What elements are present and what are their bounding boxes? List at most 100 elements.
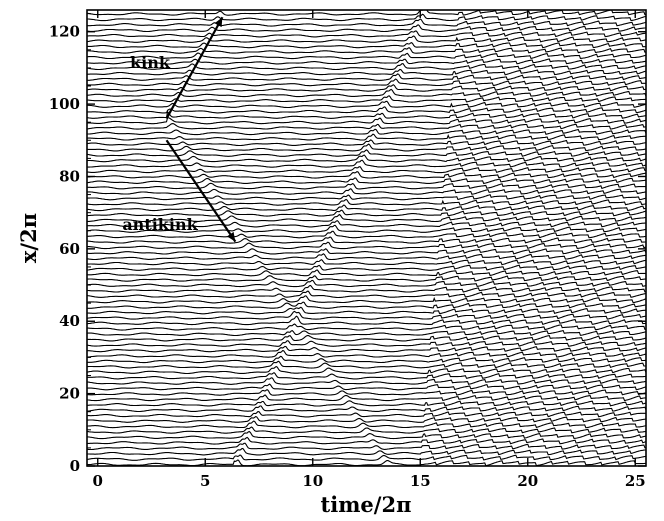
y-tick-label: 100 [49,95,80,113]
antikink-arrow [165,139,237,243]
trace-line [87,41,646,49]
trace-line [87,275,646,282]
trace-line [87,350,646,358]
trace-line [87,301,646,309]
trace-line [87,139,646,147]
y-tick-label: 80 [59,167,80,185]
trace-line [87,224,646,233]
trace-line [87,123,646,130]
trace-line [87,182,646,190]
trace-line [87,329,646,337]
trace-line [87,18,646,27]
trace-line [87,110,646,119]
trace-line [87,394,646,402]
trace-line [87,430,646,440]
trace-line [87,383,646,391]
trace-line [87,209,646,217]
trace-line [87,360,646,369]
antikink-arrow-head [227,231,236,242]
trace-line [87,279,646,288]
trace-line [87,264,646,271]
trace-line [87,35,646,43]
trace-line [87,310,646,320]
kink-arrow-head [214,17,223,28]
trace-line [87,213,646,223]
trace-line [87,259,646,266]
trace-line [87,143,646,152]
trace-line [87,236,646,244]
trace-line [87,204,646,212]
trace-line [87,340,646,347]
y-tick-label: 0 [70,457,80,475]
trace-line [87,426,646,434]
trace-line [87,400,646,407]
x-tick-label: 0 [93,472,103,490]
trace-line [87,159,646,168]
trace-line [87,220,646,228]
y-tick-label: 40 [59,312,80,330]
y-tick-label: 60 [59,240,80,258]
trace-line [87,95,646,103]
x-tick-label: 10 [302,472,323,490]
trace-line [87,315,646,326]
trace-line [87,78,646,87]
trace-line [87,323,646,331]
trace-line [87,194,646,201]
trace-line [87,13,646,22]
trace-line [87,52,646,60]
plot-frame [86,9,647,467]
x-tick-label: 25 [625,472,646,490]
trace-line [87,128,646,136]
trace-line [87,284,646,293]
trace-line [87,230,646,239]
trace-line [87,306,646,315]
trace-line [87,10,646,16]
trace-line [87,133,646,141]
trace-line [87,253,646,261]
trace-line [87,116,646,125]
trace-line [87,84,646,92]
trace-line [87,68,646,76]
trace-line [87,389,646,396]
trace-line [87,30,646,38]
trace-line [87,295,646,304]
trace-line [87,241,646,250]
trace-line [87,63,646,71]
trace-line [87,415,646,423]
trace-line [87,454,646,461]
trace-line [87,442,646,451]
trace-line [87,405,646,413]
trace-line [87,248,646,255]
trace-line [87,58,646,65]
antikink-label: antikink [122,215,198,234]
trace-line [87,372,646,380]
trace-line [87,411,646,418]
trace-line [87,198,646,206]
trace-line [87,73,646,81]
axis-ticks: 0 5 10 15 20 25 0 20 40 60 80 100 120 [49,10,646,490]
trace-line [87,149,646,157]
trace-line [87,171,646,179]
trace-line [87,447,646,456]
trace-line [87,436,646,445]
trace-line [87,269,646,277]
y-tick-label: 120 [49,23,80,41]
trace-line [87,100,646,109]
x-axis-title: time/2π [321,492,412,517]
trace-line [87,334,646,342]
trace-line [87,290,646,299]
trace-line [87,88,646,98]
trace-line [87,166,646,174]
y-tick-label: 20 [59,385,80,403]
x-tick-label: 5 [200,472,210,490]
x-tick-label: 15 [410,472,431,490]
trace-line [87,24,646,33]
trace-line [87,345,646,353]
trace-line [87,177,646,185]
x-tick-label: 20 [517,472,538,490]
annotations: kink antikink [122,16,237,243]
trace-line [87,106,646,114]
trace-line [87,355,646,364]
kink-arrow [165,16,224,120]
